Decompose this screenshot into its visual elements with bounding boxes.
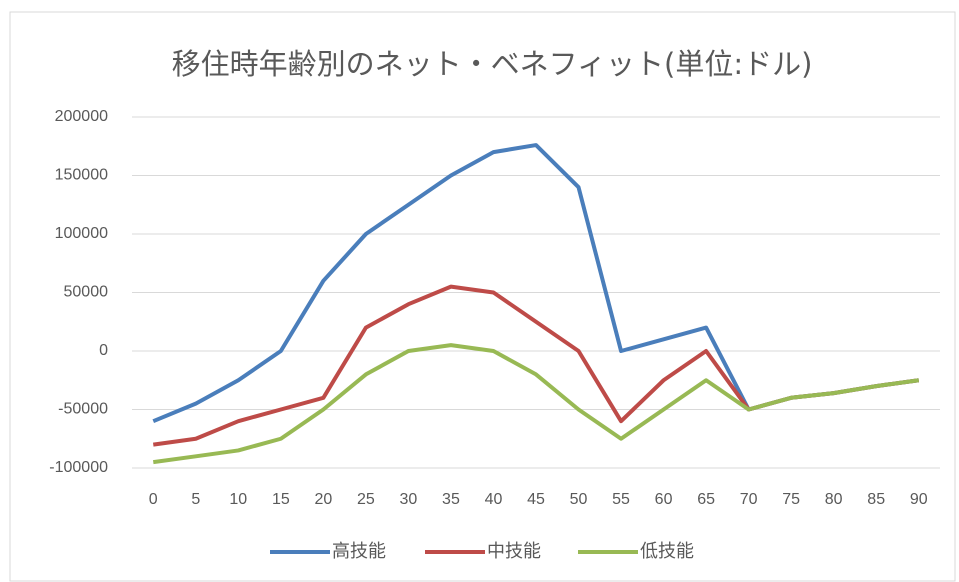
x-tick-label: 75 bbox=[782, 491, 800, 508]
chart-title: 移住時年齢別のネット・ベネフィット(単位:ドル) bbox=[172, 47, 813, 81]
x-tick-label: 50 bbox=[570, 491, 588, 508]
x-tick-label: 20 bbox=[314, 491, 332, 508]
x-tick-label: 90 bbox=[910, 491, 928, 508]
x-tick-label: 45 bbox=[527, 491, 545, 508]
x-tick-label: 65 bbox=[697, 491, 715, 508]
y-tick-label: 100000 bbox=[55, 225, 108, 242]
y-tick-label: 200000 bbox=[55, 108, 108, 125]
legend-label: 中技能 bbox=[487, 541, 541, 562]
data-line bbox=[152, 343, 920, 465]
y-tick-label: -100000 bbox=[49, 459, 108, 476]
y-tick-label: 50000 bbox=[64, 284, 109, 301]
x-tick-label: 35 bbox=[442, 491, 460, 508]
legend-label: 低技能 bbox=[640, 541, 694, 562]
legend-label: 高技能 bbox=[332, 541, 386, 562]
x-tick-label: 5 bbox=[191, 491, 200, 508]
x-tick-label: 25 bbox=[357, 491, 375, 508]
x-tick-label: 10 bbox=[229, 491, 247, 508]
x-tick-label: 40 bbox=[485, 491, 503, 508]
x-tick-label: 55 bbox=[612, 491, 630, 508]
x-tick-label: 60 bbox=[655, 491, 673, 508]
x-tick-label: 30 bbox=[400, 491, 418, 508]
x-tick-label: 85 bbox=[867, 491, 885, 508]
x-tick-label: 15 bbox=[272, 491, 290, 508]
y-tick-label: -50000 bbox=[58, 401, 108, 418]
y-tick-label: 0 bbox=[99, 342, 108, 359]
x-tick-label: 80 bbox=[825, 491, 843, 508]
y-tick-label: 150000 bbox=[55, 167, 108, 184]
x-tick-label: 70 bbox=[740, 491, 758, 508]
chart-frame bbox=[9, 11, 956, 582]
x-tick-label: 0 bbox=[149, 491, 158, 508]
